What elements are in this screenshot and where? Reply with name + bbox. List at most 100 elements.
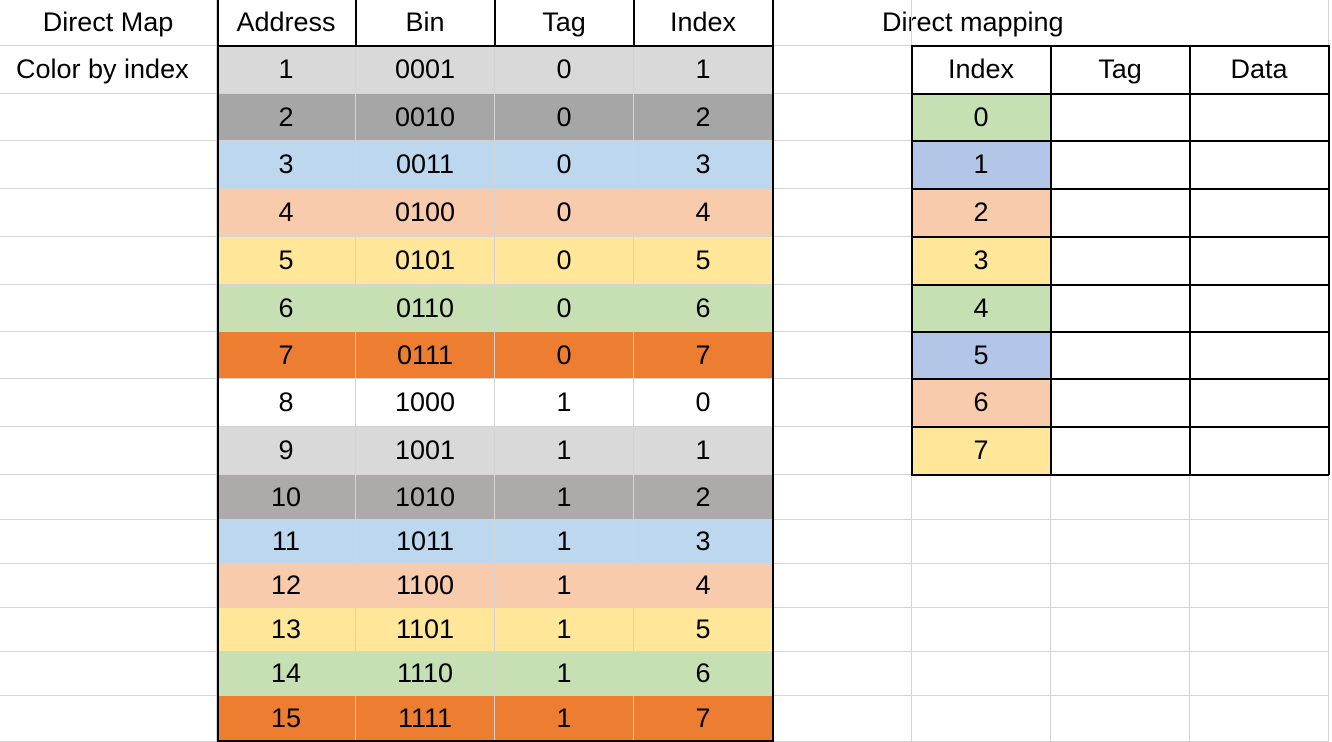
address-table-index-cell[interactable]: 6	[634, 285, 773, 332]
empty-cell[interactable]	[0, 379, 217, 427]
cache-header-data[interactable]: Data	[1190, 46, 1329, 94]
empty-cell[interactable]	[0, 475, 217, 520]
address-table-tag-cell[interactable]: 0	[495, 332, 634, 379]
header-address[interactable]: Address	[217, 0, 356, 46]
address-table-index-cell[interactable]: 7	[634, 332, 773, 379]
direct-map-title[interactable]: Direct Map	[0, 0, 217, 46]
empty-cell[interactable]	[773, 564, 912, 608]
address-table-index-cell[interactable]: 1	[634, 427, 773, 475]
address-table-address-cell[interactable]: 9	[217, 427, 356, 475]
address-table-address-cell[interactable]: 1	[217, 46, 356, 94]
address-table-bin-cell[interactable]: 1100	[356, 564, 495, 608]
cache-header-index[interactable]: Index	[912, 46, 1051, 94]
address-table-tag-cell[interactable]: 1	[495, 564, 634, 608]
color-by-index-label[interactable]: Color by index	[0, 46, 217, 94]
empty-cell[interactable]	[773, 652, 912, 696]
empty-cell[interactable]	[1051, 652, 1190, 696]
address-table-address-cell[interactable]: 7	[217, 332, 356, 379]
address-table-address-cell[interactable]: 3	[217, 141, 356, 189]
empty-cell[interactable]	[773, 46, 912, 94]
address-table-tag-cell[interactable]: 0	[495, 237, 634, 285]
address-table-index-cell[interactable]: 5	[634, 608, 773, 652]
address-table-bin-cell[interactable]: 1010	[356, 475, 495, 520]
empty-cell[interactable]	[0, 608, 217, 652]
empty-cell[interactable]	[1051, 564, 1190, 608]
empty-cell[interactable]	[1190, 475, 1329, 520]
empty-cell[interactable]	[912, 696, 1051, 742]
empty-cell[interactable]	[773, 332, 912, 379]
address-table-index-cell[interactable]: 2	[634, 94, 773, 141]
cache-tag-cell[interactable]	[1051, 427, 1190, 475]
cache-index-cell[interactable]: 0	[912, 94, 1051, 141]
address-table-bin-cell[interactable]: 0111	[356, 332, 495, 379]
empty-cell[interactable]	[1190, 520, 1329, 564]
address-table-address-cell[interactable]: 14	[217, 652, 356, 696]
address-table-bin-cell[interactable]: 0101	[356, 237, 495, 285]
cache-tag-cell[interactable]	[1051, 332, 1190, 379]
cache-data-cell[interactable]	[1190, 332, 1329, 379]
empty-cell[interactable]	[773, 94, 912, 141]
address-table-address-cell[interactable]: 11	[217, 520, 356, 564]
address-table-bin-cell[interactable]: 1110	[356, 652, 495, 696]
cache-index-cell[interactable]: 4	[912, 285, 1051, 332]
address-table-tag-cell[interactable]: 1	[495, 427, 634, 475]
empty-cell[interactable]	[773, 427, 912, 475]
empty-cell[interactable]	[773, 285, 912, 332]
address-table-tag-cell[interactable]: 1	[495, 652, 634, 696]
address-table-tag-cell[interactable]: 0	[495, 141, 634, 189]
empty-cell[interactable]	[1190, 564, 1329, 608]
address-table-index-cell[interactable]: 5	[634, 237, 773, 285]
empty-cell[interactable]	[912, 520, 1051, 564]
address-table-address-cell[interactable]: 2	[217, 94, 356, 141]
address-table-index-cell[interactable]: 4	[634, 189, 773, 237]
empty-cell[interactable]	[0, 285, 217, 332]
address-table-bin-cell[interactable]: 0100	[356, 189, 495, 237]
empty-cell[interactable]	[0, 332, 217, 379]
cache-tag-cell[interactable]	[1051, 141, 1190, 189]
cache-tag-cell[interactable]	[1051, 237, 1190, 285]
address-table-bin-cell[interactable]: 0010	[356, 94, 495, 141]
address-table-index-cell[interactable]: 7	[634, 696, 773, 742]
address-table-index-cell[interactable]: 4	[634, 564, 773, 608]
address-table-bin-cell[interactable]: 0110	[356, 285, 495, 332]
address-table-address-cell[interactable]: 6	[217, 285, 356, 332]
empty-cell[interactable]	[0, 427, 217, 475]
empty-cell[interactable]	[0, 520, 217, 564]
empty-cell[interactable]	[773, 520, 912, 564]
header-tag[interactable]: Tag	[495, 0, 634, 46]
address-table-index-cell[interactable]: 6	[634, 652, 773, 696]
cache-data-cell[interactable]	[1190, 94, 1329, 141]
cache-data-cell[interactable]	[1190, 141, 1329, 189]
address-table-tag-cell[interactable]: 0	[495, 189, 634, 237]
cache-tag-cell[interactable]	[1051, 189, 1190, 237]
address-table-tag-cell[interactable]: 0	[495, 285, 634, 332]
cache-data-cell[interactable]	[1190, 379, 1329, 427]
address-table-tag-cell[interactable]: 1	[495, 608, 634, 652]
cache-tag-cell[interactable]	[1051, 285, 1190, 332]
address-table-address-cell[interactable]: 13	[217, 608, 356, 652]
address-table-index-cell[interactable]: 1	[634, 46, 773, 94]
address-table-address-cell[interactable]: 12	[217, 564, 356, 608]
empty-cell[interactable]	[1051, 520, 1190, 564]
empty-cell[interactable]	[912, 608, 1051, 652]
empty-cell[interactable]	[1190, 608, 1329, 652]
empty-cell[interactable]	[773, 379, 912, 427]
empty-cell[interactable]	[1051, 608, 1190, 652]
address-table-address-cell[interactable]: 15	[217, 696, 356, 742]
address-table-bin-cell[interactable]: 0011	[356, 141, 495, 189]
cache-tag-cell[interactable]	[1051, 94, 1190, 141]
address-table-tag-cell[interactable]: 1	[495, 520, 634, 564]
address-table-bin-cell[interactable]: 1001	[356, 427, 495, 475]
header-bin[interactable]: Bin	[356, 0, 495, 46]
address-table-bin-cell[interactable]: 1111	[356, 696, 495, 742]
address-table-index-cell[interactable]: 3	[634, 520, 773, 564]
empty-cell[interactable]	[773, 141, 912, 189]
empty-cell[interactable]	[0, 141, 217, 189]
address-table-address-cell[interactable]: 8	[217, 379, 356, 427]
empty-cell[interactable]	[0, 94, 217, 141]
empty-cell[interactable]	[912, 564, 1051, 608]
header-index[interactable]: Index	[634, 0, 773, 46]
address-table-index-cell[interactable]: 3	[634, 141, 773, 189]
address-table-address-cell[interactable]: 10	[217, 475, 356, 520]
empty-cell[interactable]	[0, 237, 217, 285]
